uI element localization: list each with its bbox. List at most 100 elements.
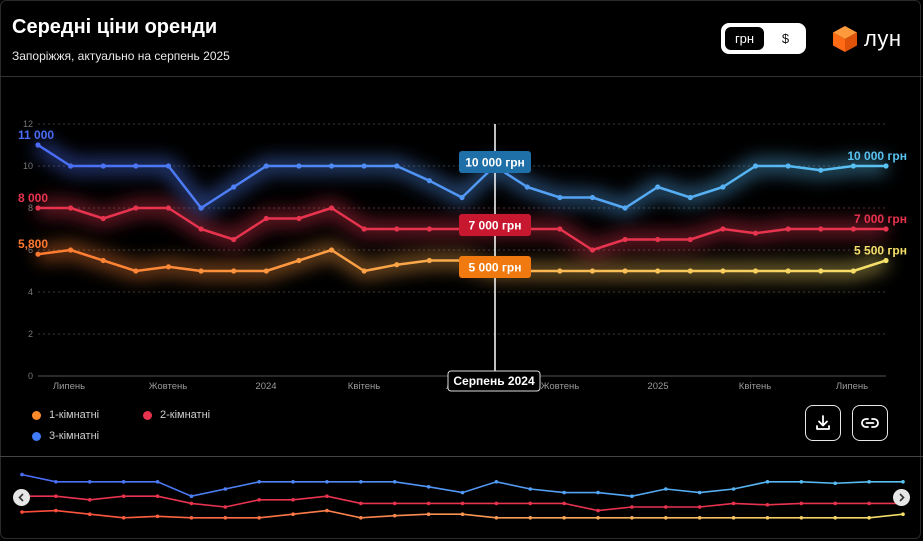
data-point[interactable] bbox=[883, 226, 889, 232]
data-point[interactable] bbox=[165, 205, 172, 211]
data-point[interactable] bbox=[100, 215, 106, 222]
download-icon bbox=[816, 415, 830, 430]
data-point[interactable] bbox=[655, 236, 661, 243]
data-point[interactable] bbox=[361, 226, 367, 232]
data-point[interactable] bbox=[263, 215, 269, 222]
data-point[interactable] bbox=[35, 251, 41, 257]
data-point[interactable] bbox=[361, 163, 367, 169]
data-point[interactable] bbox=[622, 205, 628, 211]
legend-item-2room[interactable]: 2-кімнатні bbox=[143, 409, 210, 421]
data-point[interactable] bbox=[198, 205, 204, 211]
data-point[interactable] bbox=[752, 268, 759, 274]
data-point[interactable] bbox=[68, 205, 74, 211]
data-point[interactable] bbox=[785, 163, 791, 169]
data-point[interactable] bbox=[655, 184, 661, 190]
data-point[interactable] bbox=[557, 194, 563, 201]
data-point[interactable] bbox=[818, 226, 824, 232]
data-point[interactable] bbox=[100, 163, 106, 169]
data-point[interactable] bbox=[263, 268, 269, 274]
data-point[interactable] bbox=[231, 184, 237, 190]
download-button[interactable] bbox=[805, 405, 841, 441]
navigator-point bbox=[765, 516, 770, 520]
data-point[interactable] bbox=[328, 205, 335, 211]
navigator-point bbox=[697, 490, 702, 495]
data-point[interactable] bbox=[231, 268, 237, 274]
data-point[interactable] bbox=[68, 163, 74, 169]
data-point[interactable] bbox=[655, 268, 661, 274]
navigator-point bbox=[392, 513, 397, 518]
scroll-right-button[interactable] bbox=[893, 489, 910, 506]
data-point[interactable] bbox=[687, 194, 693, 201]
data-point[interactable] bbox=[720, 268, 726, 274]
data-point[interactable] bbox=[524, 184, 530, 190]
data-point[interactable] bbox=[622, 268, 628, 274]
currency-usd-option[interactable]: $ bbox=[781, 31, 790, 46]
currency-uah-option[interactable]: грн bbox=[724, 26, 766, 51]
data-point[interactable] bbox=[687, 268, 693, 274]
data-point[interactable] bbox=[296, 163, 302, 169]
data-point[interactable] bbox=[263, 163, 269, 169]
tooltip-value-badge: 5 000 грн bbox=[459, 256, 531, 278]
data-point[interactable] bbox=[883, 257, 889, 264]
data-point[interactable] bbox=[426, 178, 432, 184]
y-tick-label: 12 bbox=[23, 119, 33, 129]
copy-link-button[interactable] bbox=[852, 405, 888, 441]
data-point[interactable] bbox=[100, 257, 106, 264]
data-point[interactable] bbox=[557, 268, 563, 274]
data-point[interactable] bbox=[850, 226, 856, 232]
data-point[interactable] bbox=[426, 257, 432, 264]
navigator-point bbox=[460, 501, 465, 506]
data-point[interactable] bbox=[361, 268, 367, 274]
data-point[interactable] bbox=[589, 247, 596, 253]
data-point[interactable] bbox=[818, 268, 824, 274]
navigator-point bbox=[87, 480, 92, 484]
data-point[interactable] bbox=[198, 226, 204, 232]
data-point[interactable] bbox=[883, 163, 889, 169]
chart-svg[interactable]: 0 2 4 6 8 10 12 5,800 8 000 11 000 Липень Жовтень… bbox=[0, 77, 923, 457]
legend-item-3room[interactable]: 3-кімнатні bbox=[32, 430, 99, 442]
data-point[interactable] bbox=[394, 262, 400, 268]
navigator-point bbox=[731, 487, 736, 491]
data-point[interactable] bbox=[818, 167, 824, 173]
data-point[interactable] bbox=[720, 226, 726, 232]
data-point[interactable] bbox=[394, 226, 400, 232]
legend-item-1room[interactable]: 1-кімнатні bbox=[32, 409, 99, 421]
data-point[interactable] bbox=[785, 268, 791, 274]
data-point[interactable] bbox=[785, 226, 791, 232]
data-point[interactable] bbox=[198, 268, 204, 274]
data-point[interactable] bbox=[557, 226, 563, 232]
data-point[interactable] bbox=[589, 194, 596, 201]
currency-toggle[interactable]: грн $ bbox=[721, 23, 806, 54]
data-point[interactable] bbox=[231, 236, 237, 243]
data-point[interactable] bbox=[35, 142, 41, 148]
data-point[interactable] bbox=[35, 205, 41, 211]
navigator-point bbox=[494, 516, 499, 520]
data-point[interactable] bbox=[394, 163, 400, 169]
data-point[interactable] bbox=[850, 163, 856, 169]
range-navigator[interactable] bbox=[0, 457, 923, 541]
data-point[interactable] bbox=[328, 163, 335, 169]
data-point[interactable] bbox=[589, 268, 596, 274]
data-point[interactable] bbox=[165, 163, 172, 169]
brand-logo[interactable]: лун bbox=[832, 24, 902, 54]
data-point[interactable] bbox=[426, 226, 432, 232]
data-point[interactable] bbox=[296, 257, 302, 264]
data-point[interactable] bbox=[752, 163, 759, 169]
data-point[interactable] bbox=[133, 268, 139, 274]
y-tick-label: 8 bbox=[28, 203, 33, 213]
data-point[interactable] bbox=[622, 236, 628, 243]
data-point[interactable] bbox=[752, 230, 759, 236]
data-point[interactable] bbox=[68, 247, 74, 253]
data-point[interactable] bbox=[296, 215, 302, 222]
data-point[interactable] bbox=[687, 236, 693, 243]
data-point[interactable] bbox=[165, 264, 172, 270]
navigator-point bbox=[189, 501, 194, 506]
data-point[interactable] bbox=[328, 247, 335, 253]
price-chart[interactable]: 0 2 4 6 8 10 12 5,800 8 000 11 000 Липень Жовтень… bbox=[0, 77, 923, 457]
data-point[interactable] bbox=[459, 194, 465, 201]
data-point[interactable] bbox=[133, 205, 139, 211]
data-point[interactable] bbox=[720, 184, 726, 190]
data-point[interactable] bbox=[133, 163, 139, 169]
data-point[interactable] bbox=[850, 268, 856, 274]
scroll-left-button[interactable] bbox=[13, 489, 30, 506]
